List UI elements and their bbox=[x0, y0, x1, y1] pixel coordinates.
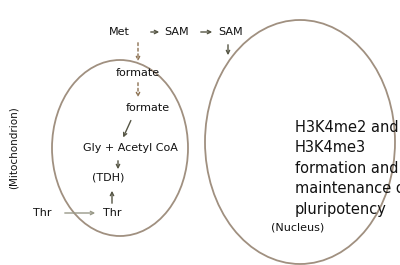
Text: H3K4me2 and
H3K4me3
formation and
maintenance of
pluripotency: H3K4me2 and H3K4me3 formation and mainte… bbox=[295, 120, 400, 217]
Text: formate: formate bbox=[116, 68, 160, 78]
Text: (Mitochondrion): (Mitochondrion) bbox=[9, 107, 19, 189]
Text: SAM: SAM bbox=[164, 27, 189, 37]
Text: Met: Met bbox=[109, 27, 130, 37]
Text: Gly + Acetyl CoA: Gly + Acetyl CoA bbox=[82, 143, 178, 153]
Text: Thr: Thr bbox=[103, 208, 121, 218]
Text: SAM: SAM bbox=[218, 27, 243, 37]
Text: (Nucleus): (Nucleus) bbox=[271, 223, 325, 233]
Text: formate: formate bbox=[126, 103, 170, 113]
Text: (TDH): (TDH) bbox=[92, 173, 124, 183]
Text: Thr: Thr bbox=[33, 208, 51, 218]
